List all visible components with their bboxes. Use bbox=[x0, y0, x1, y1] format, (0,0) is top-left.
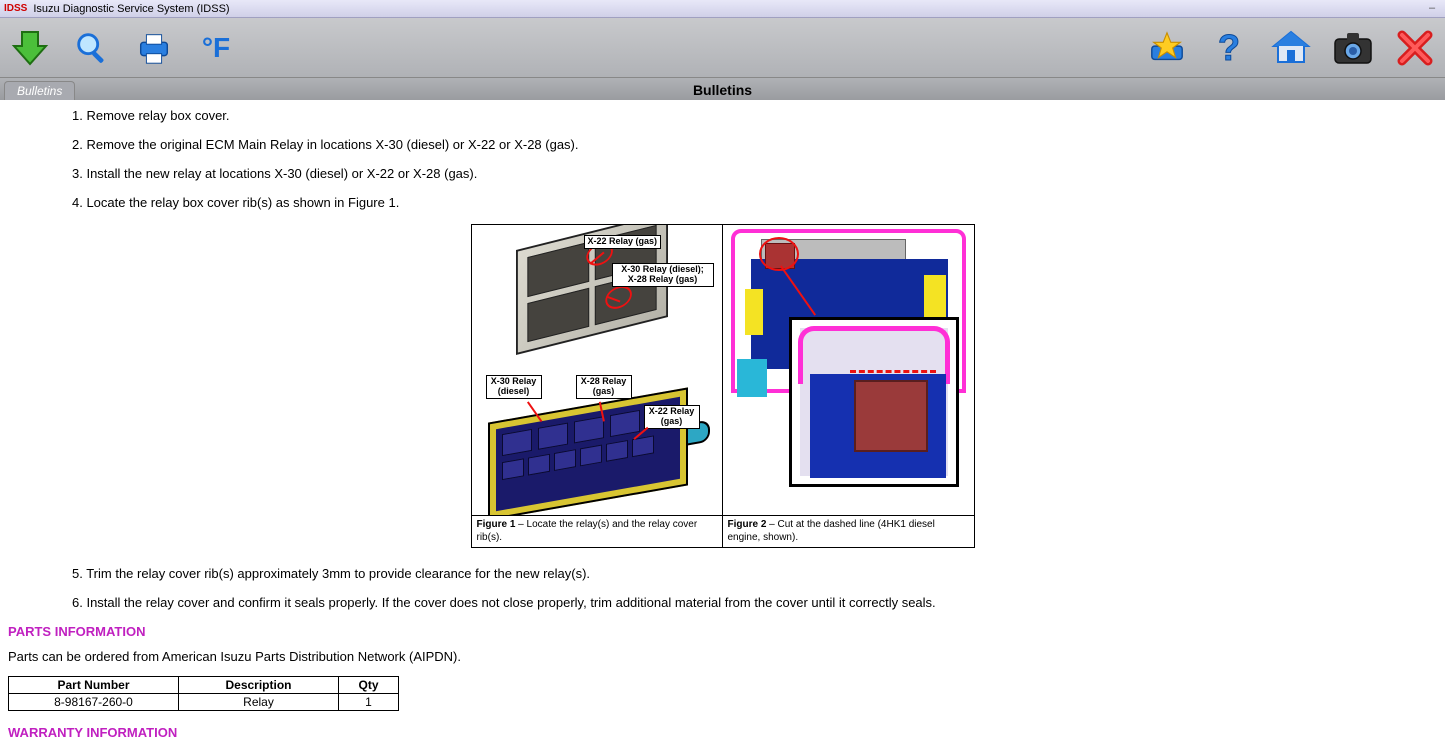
step-5: 5. Trim the relay cover rib(s) approxima… bbox=[72, 566, 1437, 581]
temperature-unit-button[interactable]: °F bbox=[194, 26, 238, 70]
figure-2-diagram bbox=[723, 225, 974, 515]
figure-2-caption-bold: Figure 2 bbox=[728, 519, 767, 530]
download-icon[interactable] bbox=[8, 26, 52, 70]
table-header-row: Part Number Description Qty bbox=[9, 677, 399, 694]
favorites-icon[interactable] bbox=[1145, 26, 1189, 70]
procedure-steps-bottom: 5. Trim the relay cover rib(s) approxima… bbox=[8, 566, 1437, 610]
window-title: Isuzu Diagnostic Service System (IDSS) bbox=[33, 3, 229, 15]
bulletin-content: 1. Remove relay box cover. 2. Remove the… bbox=[0, 100, 1445, 744]
figure-1: X-22 Relay (gas) X-30 Relay (diesel); X-… bbox=[471, 224, 723, 548]
step-4: 4. Locate the relay box cover rib(s) as … bbox=[72, 195, 1437, 210]
callout-x22-bot: X-22 Relay (gas) bbox=[644, 405, 700, 429]
callout-x30-x28: X-30 Relay (diesel); X-28 Relay (gas) bbox=[612, 263, 714, 287]
figure-1-diagram: X-22 Relay (gas) X-30 Relay (diesel); X-… bbox=[472, 225, 722, 515]
parts-table: Part Number Description Qty 8-98167-260-… bbox=[8, 676, 399, 711]
step-1: 1. Remove relay box cover. bbox=[72, 108, 1437, 123]
callout-x30: X-30 Relay (diesel) bbox=[486, 375, 542, 399]
toolbar-right-group: ? bbox=[1145, 26, 1437, 70]
temperature-unit-label: °F bbox=[202, 32, 230, 64]
tab-bar: Bulletins Bulletins bbox=[0, 78, 1445, 100]
toolbar-left-group: °F bbox=[8, 26, 238, 70]
step-3: 3. Install the new relay at locations X-… bbox=[72, 166, 1437, 181]
callout-x22-top: X-22 Relay (gas) bbox=[584, 235, 662, 249]
main-toolbar: °F ? bbox=[0, 18, 1445, 78]
figure-2-caption: Figure 2 – Cut at the dashed line (4HK1 … bbox=[723, 515, 974, 547]
tab-bulletins[interactable]: Bulletins bbox=[4, 81, 75, 100]
warranty-info-heading: WARRANTY INFORMATION bbox=[8, 725, 1437, 740]
figure-1-caption-bold: Figure 1 bbox=[477, 519, 516, 530]
page-title: Bulletins bbox=[693, 82, 752, 98]
figure-row: X-22 Relay (gas) X-30 Relay (diesel); X-… bbox=[8, 224, 1437, 548]
col-part-number: Part Number bbox=[9, 677, 179, 694]
figure-2: Figure 2 – Cut at the dashed line (4HK1 … bbox=[723, 224, 975, 548]
procedure-steps-top: 1. Remove relay box cover. 2. Remove the… bbox=[8, 108, 1437, 210]
callout-x28: X-28 Relay (gas) bbox=[576, 375, 632, 399]
parts-info-heading: PARTS INFORMATION bbox=[8, 624, 1437, 639]
figure-1-caption: Figure 1 – Locate the relay(s) and the r… bbox=[472, 515, 722, 547]
parts-info-note: Parts can be ordered from American Isuzu… bbox=[8, 649, 1437, 664]
col-description: Description bbox=[179, 677, 339, 694]
tab-label: Bulletins bbox=[17, 84, 62, 98]
step-6: 6. Install the relay cover and confirm i… bbox=[72, 595, 1437, 610]
col-qty: Qty bbox=[339, 677, 399, 694]
step-2: 2. Remove the original ECM Main Relay in… bbox=[72, 137, 1437, 152]
close-icon[interactable] bbox=[1393, 26, 1437, 70]
help-icon[interactable]: ? bbox=[1207, 26, 1251, 70]
cell-description: Relay bbox=[179, 694, 339, 711]
home-icon[interactable] bbox=[1269, 26, 1313, 70]
search-icon[interactable] bbox=[70, 26, 114, 70]
table-row: 8-98167-260-0 Relay 1 bbox=[9, 694, 399, 711]
window-minimize-button[interactable]: ‒ bbox=[1423, 2, 1441, 16]
camera-icon[interactable] bbox=[1331, 26, 1375, 70]
print-icon[interactable] bbox=[132, 26, 176, 70]
cell-part-number: 8-98167-260-0 bbox=[9, 694, 179, 711]
window-titlebar: IDSS Isuzu Diagnostic Service System (ID… bbox=[0, 0, 1445, 18]
cell-qty: 1 bbox=[339, 694, 399, 711]
app-logo-text: IDSS bbox=[4, 3, 27, 14]
svg-text:?: ? bbox=[1218, 28, 1240, 68]
